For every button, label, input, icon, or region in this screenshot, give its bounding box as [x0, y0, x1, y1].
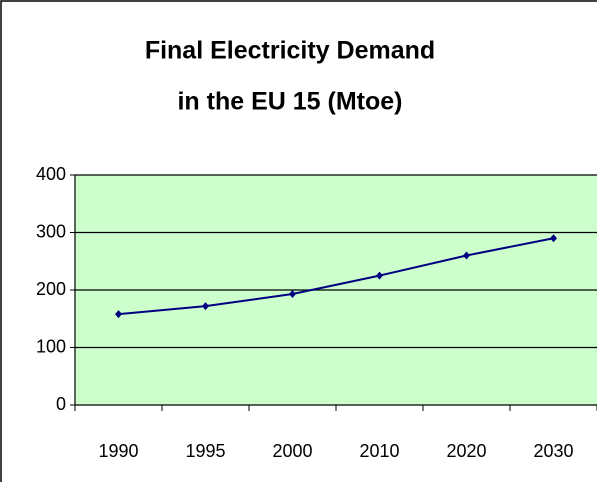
x-tick-label: 2030 [533, 441, 573, 461]
point [376, 271, 383, 280]
point [463, 251, 470, 260]
point [550, 234, 557, 243]
y-tick-label: 200 [36, 279, 66, 299]
x-tick-label: 2010 [359, 441, 399, 461]
x-tick-label: 1990 [98, 441, 138, 461]
y-tick-label: 300 [36, 221, 66, 241]
point [202, 302, 209, 311]
line [118, 237, 554, 316]
x-tick-label: 1995 [185, 441, 225, 461]
x-tick-label: 2020 [446, 441, 486, 461]
x-tick-label: 2000 [272, 441, 312, 461]
chart-title: Final Electricity Demand [145, 37, 435, 65]
point [289, 290, 296, 299]
chart-title: in the EU 15 (Mtoe) [177, 88, 402, 116]
y-tick-label: 0 [56, 394, 66, 414]
y-tick-label: 400 [36, 164, 66, 184]
y-tick-label: 100 [36, 336, 66, 356]
point [115, 310, 122, 319]
